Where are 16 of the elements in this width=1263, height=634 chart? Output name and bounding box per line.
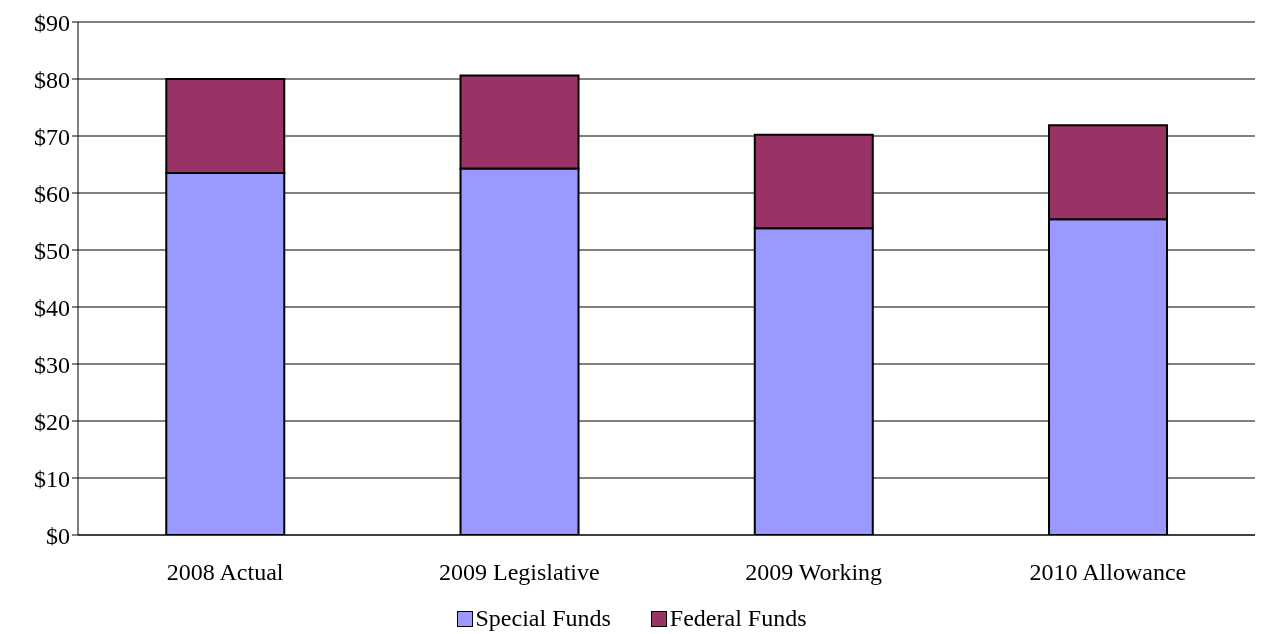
y-tick-label: $10 — [34, 465, 70, 492]
x-tick-label: 2009 Working — [745, 559, 883, 586]
legend-label: Special Funds — [475, 605, 611, 632]
y-tick-label: $20 — [34, 408, 70, 435]
y-tick-label: $40 — [34, 294, 70, 321]
legend-label: Federal Funds — [669, 605, 807, 632]
y-tick-label: $0 — [46, 522, 70, 549]
y-tick-label: $60 — [34, 180, 70, 207]
y-tick-label: $30 — [34, 351, 70, 378]
y-tick-label: $70 — [34, 123, 70, 150]
x-tick-label: 2010 Allowance — [1029, 559, 1187, 586]
x-tick-label: 2009 Legislative — [439, 559, 600, 586]
y-tick-label: $50 — [34, 237, 70, 264]
y-tick-label: $80 — [34, 66, 70, 93]
x-tick-label: 2008 Actual — [166, 559, 284, 586]
y-tick-label: $90 — [34, 9, 70, 36]
